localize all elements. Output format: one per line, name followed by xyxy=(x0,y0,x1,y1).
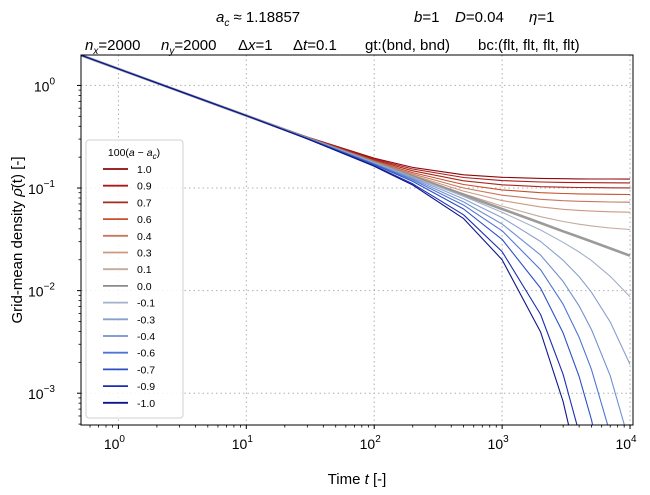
param-value: =2000 xyxy=(98,37,140,54)
title-line1-param-1: b=1 xyxy=(414,9,439,26)
legend-label: 1.0 xyxy=(137,164,152,176)
tick-exponent: −2 xyxy=(44,282,56,293)
tick-base: 10 xyxy=(232,436,248,452)
param-symbol: η xyxy=(529,9,537,26)
legend-label: 0.7 xyxy=(137,197,152,209)
param-symbol: n xyxy=(85,37,93,54)
tick-exponent: −3 xyxy=(44,384,56,395)
param-symbol: x xyxy=(247,37,256,54)
y-tick-label: 10−1 xyxy=(28,179,55,197)
x-axis-label: Time t [-] xyxy=(328,471,387,488)
tick-base: 10 xyxy=(34,78,50,94)
tick-exponent: 0 xyxy=(49,76,55,87)
series-line--1.0 xyxy=(81,55,570,425)
title-line2-param-5: bc:(flt, flt, flt, flt) xyxy=(478,37,580,54)
y-tick-label: 10−3 xyxy=(28,384,55,402)
tick-exponent: 1 xyxy=(247,434,253,445)
legend-label: -0.1 xyxy=(137,298,155,310)
legend-label: 0.3 xyxy=(137,248,152,260)
x-tick-label: 101 xyxy=(232,434,254,452)
title-line1-param-0: ac ≈ 1.18857 xyxy=(216,9,300,29)
x-tick-label: 103 xyxy=(488,434,510,452)
param-value: ≈ 1.18857 xyxy=(229,9,300,26)
legend-label: 0.9 xyxy=(137,181,152,193)
title-line2-param-0: nx=2000 xyxy=(85,37,140,57)
param-subscript: y xyxy=(168,46,175,57)
param-subscript: c xyxy=(224,18,229,29)
legend-label: 0.4 xyxy=(137,231,152,243)
param-symbol: b xyxy=(414,9,422,26)
title-line2-param-4: gt:(bnd, bnd) xyxy=(365,37,450,54)
x-tick-label: 102 xyxy=(360,434,382,452)
legend-label: -0.9 xyxy=(137,381,155,393)
tick-base: 10 xyxy=(488,436,504,452)
title-line1-param-2: D=0.04 xyxy=(455,9,504,26)
param-symbol: t xyxy=(303,37,308,54)
tick-base: 10 xyxy=(360,436,376,452)
tick-base: 10 xyxy=(615,436,631,452)
param-value: bc:(flt, flt, flt, flt) xyxy=(478,37,580,54)
param-subscript: x xyxy=(92,46,99,57)
legend-label: 0.1 xyxy=(137,264,152,276)
legend-title: 100(a − ac) xyxy=(108,147,160,161)
legend-label: -0.7 xyxy=(137,364,155,376)
legend-label: -1.0 xyxy=(137,398,155,410)
title-line2-param-3: Δt=0.1 xyxy=(293,37,337,54)
title-line2-param-1: ny=2000 xyxy=(161,37,216,57)
tick-base: 10 xyxy=(28,284,44,300)
tick-exponent: 4 xyxy=(631,434,637,445)
param-value: =1 xyxy=(422,9,439,26)
chart-title: ac ≈ 1.18857 b=1 D=0.04 η=1nx=2000 ny=2000 Δx… xyxy=(85,9,580,57)
param-symbol: D xyxy=(455,9,466,26)
param-value: gt:(bnd, bnd) xyxy=(365,37,450,54)
legend-label: 0.0 xyxy=(137,281,152,293)
param-symbol: n xyxy=(161,37,169,54)
plot-frame xyxy=(80,54,634,426)
param-value: =2000 xyxy=(174,37,216,54)
param-value: =1 xyxy=(537,9,554,26)
tick-exponent: 3 xyxy=(503,434,509,445)
title-line1-param-3: η=1 xyxy=(529,9,554,26)
y-tick-label: 10−2 xyxy=(28,282,55,300)
y-tick-label: 100 xyxy=(34,76,56,94)
param-value: =0.1 xyxy=(307,37,337,54)
title-line2-param-2: Δx=1 xyxy=(238,37,273,54)
tick-base: 10 xyxy=(28,386,44,402)
legend: 100(a − ac) 1.0 0.9 0.7 0.6 0.4 0.3 0.1 0.0 -0.1… xyxy=(85,139,184,419)
legend-label: -0.3 xyxy=(137,314,155,326)
series-lines xyxy=(81,55,631,425)
tick-base: 10 xyxy=(104,436,120,452)
tick-exponent: 0 xyxy=(119,434,125,445)
legend-label: -0.6 xyxy=(137,348,155,360)
param-symbol: a xyxy=(216,9,224,26)
y-axis-label: Grid-mean density ρ̄(t) [-] xyxy=(9,156,26,323)
param-prefix: Δ xyxy=(293,37,303,54)
tick-base: 10 xyxy=(28,181,44,197)
legend-label: 0.6 xyxy=(137,214,152,226)
tick-exponent: −1 xyxy=(44,179,56,190)
param-prefix: Δ xyxy=(238,37,248,54)
param-value: =1 xyxy=(256,37,273,54)
tick-exponent: 2 xyxy=(375,434,381,445)
legend-box xyxy=(85,139,184,419)
legend-label: -0.4 xyxy=(137,331,155,343)
param-value: =0.04 xyxy=(466,9,504,26)
x-tick-label: 104 xyxy=(615,434,637,452)
x-tick-label: 100 xyxy=(104,434,126,452)
